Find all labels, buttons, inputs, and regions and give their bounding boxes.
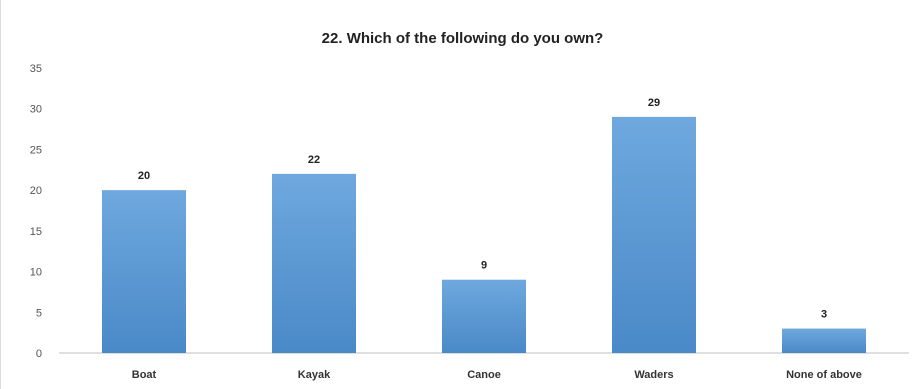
bar bbox=[102, 190, 186, 353]
y-tick-label: 15 bbox=[30, 226, 42, 238]
y-tick-label: 20 bbox=[30, 185, 42, 197]
bar bbox=[442, 279, 526, 353]
category-label: Kayak bbox=[298, 369, 331, 381]
category-label: Boat bbox=[132, 369, 157, 381]
y-tick-label: 0 bbox=[36, 348, 42, 360]
category-labels: Boat Kayak Canoe Waders None of above bbox=[132, 369, 862, 381]
category-label: Waders bbox=[634, 369, 673, 381]
bars bbox=[102, 116, 866, 353]
y-tick-label: 30 bbox=[30, 104, 42, 116]
bar-data-label: 22 bbox=[308, 154, 320, 166]
y-axis-ticks: 0 5 10 15 20 25 30 35 bbox=[30, 63, 42, 360]
bar bbox=[272, 173, 356, 353]
bar bbox=[612, 116, 696, 353]
y-tick-label: 5 bbox=[36, 307, 42, 319]
bar-data-label: 29 bbox=[648, 97, 660, 109]
data-labels: 20 22 9 29 3 bbox=[138, 97, 827, 321]
bar-data-label: 20 bbox=[138, 170, 150, 182]
bar bbox=[782, 328, 866, 353]
y-tick-label: 35 bbox=[30, 63, 42, 75]
category-label: Canoe bbox=[467, 369, 501, 381]
chart-title: 22. Which of the following do you own? bbox=[321, 30, 604, 47]
y-tick-label: 25 bbox=[30, 144, 42, 156]
category-label: None of above bbox=[786, 369, 862, 381]
bar-data-label: 9 bbox=[481, 260, 487, 272]
bar-data-label: 3 bbox=[821, 309, 827, 321]
y-tick-label: 10 bbox=[30, 267, 42, 279]
